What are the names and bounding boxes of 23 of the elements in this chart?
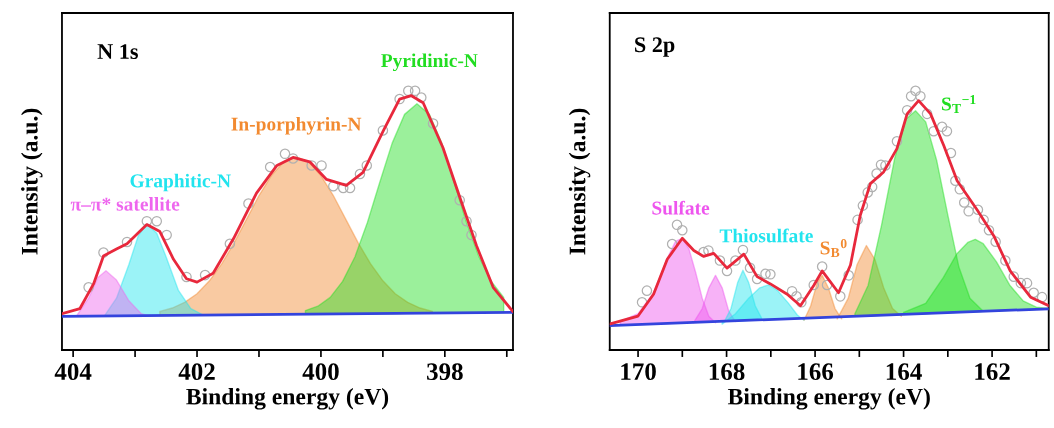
y-axis-title: Intensity (a.u.) — [21, 108, 43, 255]
series-label: In-porphyrin-N — [231, 116, 362, 135]
x-tick-label: 162 — [975, 363, 1010, 381]
series-label: S$_{B}$$^{0}$ — [820, 238, 847, 257]
x-tick-label: 166 — [798, 363, 834, 381]
x-tick-label: 402 — [178, 363, 215, 381]
chart-title: N 1s — [97, 44, 138, 60]
series-label: Thiosulfate — [719, 228, 813, 243]
x-tick-label: 170 — [621, 363, 656, 381]
x-axis-title: Binding energy (eV) — [727, 387, 930, 410]
x-tick-label: 400 — [302, 363, 339, 381]
x-tick-label: 404 — [54, 363, 92, 381]
series-label: Graphitic-N — [130, 173, 231, 192]
x-tick-label: 398 — [427, 363, 463, 381]
x-axis-title: Binding energy (eV) — [186, 387, 389, 410]
series-label: Sulfate — [652, 200, 710, 215]
x-tick-label: 168 — [709, 363, 745, 381]
series-label: S$_{T}$$^{−1}$ — [942, 95, 976, 114]
chart-title: S 2p — [635, 37, 675, 57]
y-axis-title: Intensity (a.u.) — [568, 108, 591, 255]
x-tick-label: 164 — [886, 363, 922, 381]
text: π–π* satellite — [70, 197, 180, 211]
text: Pyridinic-N — [381, 53, 478, 72]
